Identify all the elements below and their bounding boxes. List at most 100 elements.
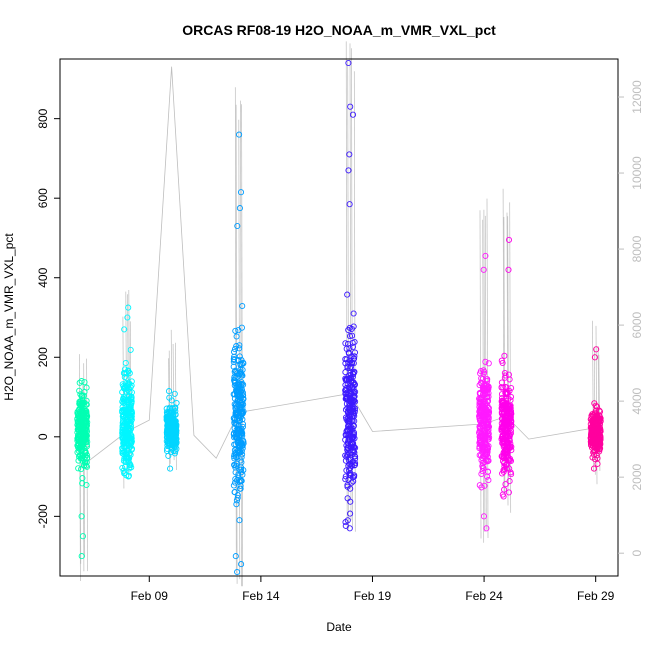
data-point: [126, 405, 134, 412]
data-point: [485, 393, 492, 400]
data-point: [125, 445, 133, 452]
data-point: [481, 413, 489, 420]
data-point: [479, 384, 487, 391]
data-point: [347, 404, 354, 411]
data-point: [480, 266, 487, 273]
data-point: [507, 430, 514, 437]
data-point: [232, 387, 240, 394]
data-point: [501, 352, 508, 359]
points-layer: [74, 59, 604, 576]
data-point: [480, 367, 487, 374]
data-point: [347, 432, 354, 440]
data-point: [240, 395, 247, 402]
data-point: [502, 424, 509, 431]
x-tick-label: Feb 09: [131, 589, 169, 603]
data-point: [83, 407, 90, 414]
y2-tick-label: 2000: [630, 463, 644, 490]
data-point: [233, 333, 240, 340]
y2-tick-label: 6000: [630, 311, 644, 338]
data-point: [119, 412, 126, 420]
data-point: [508, 423, 515, 430]
data-point: [345, 59, 352, 67]
data-point: [234, 568, 241, 576]
data-point: [485, 422, 492, 429]
data-point: [342, 360, 349, 367]
y2-tick-label: 4000: [630, 387, 644, 414]
data-point: [596, 415, 603, 422]
data-point: [592, 407, 599, 414]
data-point: [507, 393, 515, 400]
data-point: [502, 433, 509, 440]
data-point: [79, 451, 86, 459]
data-point: [351, 405, 359, 412]
data-point: [502, 481, 509, 488]
data-point: [484, 378, 491, 385]
data-point: [346, 345, 353, 352]
data-point: [590, 465, 598, 472]
data-point: [233, 343, 240, 350]
data-point: [239, 471, 246, 478]
data-point: [164, 440, 171, 447]
data-point: [238, 357, 245, 364]
data-point: [238, 372, 245, 379]
data-point: [83, 421, 90, 428]
data-point: [344, 483, 351, 490]
x-tick-label: Feb 29: [577, 589, 615, 603]
data-point: [484, 398, 492, 405]
data-point: [481, 482, 488, 489]
data-point: [484, 402, 491, 409]
data-point: [126, 388, 133, 395]
data-point: [121, 470, 128, 477]
y-axis-label: H2O_NOAA_m_VMR_VXL_pct: [2, 233, 16, 401]
data-point: [238, 448, 245, 455]
data-point: [128, 464, 135, 471]
data-point: [350, 444, 357, 451]
data-point: [230, 356, 238, 364]
data-point: [344, 445, 351, 452]
data-point: [167, 421, 174, 428]
data-point: [587, 435, 594, 442]
data-point: [498, 384, 505, 391]
data-point: [591, 439, 598, 446]
data-point: [485, 432, 492, 439]
data-point: [592, 417, 599, 424]
data-point: [346, 471, 353, 478]
data-point: [79, 533, 86, 540]
data-point: [237, 369, 244, 376]
data-point: [505, 236, 513, 243]
data-point: [476, 390, 483, 398]
data-point: [236, 394, 243, 401]
data-point: [345, 384, 352, 391]
data-point: [591, 354, 598, 361]
data-point: [171, 390, 178, 397]
data-point: [121, 326, 128, 333]
x-tick-label: Feb 24: [465, 589, 503, 603]
data-point: [343, 356, 350, 363]
data-point: [346, 426, 353, 433]
data-point: [347, 389, 354, 396]
data-point: [483, 525, 490, 532]
data-point: [498, 427, 505, 434]
data-point: [506, 455, 514, 462]
data-point: [349, 339, 356, 346]
data-point: [484, 473, 491, 480]
data-point: [480, 513, 488, 520]
data-point: [485, 386, 492, 393]
data-point: [239, 302, 246, 310]
data-point: [349, 441, 356, 448]
data-point: [351, 461, 359, 468]
data-point: [172, 448, 179, 455]
data-point: [350, 412, 357, 419]
data-point: [342, 457, 349, 464]
data-point: [590, 430, 597, 437]
data-point: [477, 417, 484, 424]
altitude-profile-5-0: [479, 210, 482, 539]
plot-frame: [59, 58, 619, 577]
data-point: [347, 357, 354, 364]
data-point: [233, 430, 240, 437]
data-point: [172, 443, 179, 451]
data-point: [351, 349, 359, 356]
data-point: [505, 456, 513, 463]
data-point: [238, 378, 245, 386]
data-point: [237, 464, 245, 471]
